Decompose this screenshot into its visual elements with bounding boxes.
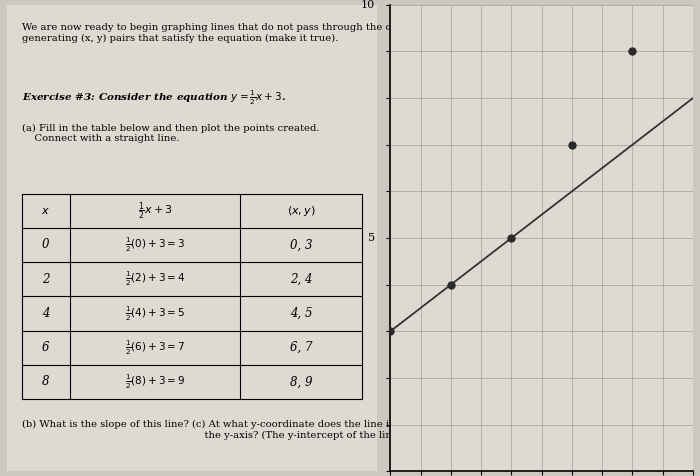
- Text: 8: 8: [42, 376, 50, 388]
- Text: 6, 7: 6, 7: [290, 341, 312, 354]
- Text: We are now ready to begin graphing lines that do not pass through the origin. We: We are now ready to begin graphing lines…: [22, 23, 511, 43]
- Text: (b) What is the slope of this line?: (b) What is the slope of this line?: [22, 420, 189, 429]
- Text: 4, 5: 4, 5: [290, 307, 312, 320]
- Text: 2, 4: 2, 4: [290, 273, 312, 286]
- Text: $\frac{1}{2}(8)+3=9$: $\frac{1}{2}(8)+3=9$: [125, 373, 186, 391]
- Text: 0, 3: 0, 3: [290, 238, 312, 251]
- Text: (a) Fill in the table below and then plot the points created.
    Connect with a: (a) Fill in the table below and then plo…: [22, 124, 319, 143]
- Text: 6: 6: [42, 341, 50, 354]
- Text: $\frac{1}{2}x+3$: $\frac{1}{2}x+3$: [138, 200, 172, 221]
- Text: $\frac{1}{2}(0)+3=3$: $\frac{1}{2}(0)+3=3$: [125, 236, 186, 254]
- Text: 2: 2: [42, 273, 50, 286]
- Text: 4: 4: [42, 307, 50, 320]
- Text: $\frac{1}{2}(6)+3=7$: $\frac{1}{2}(6)+3=7$: [125, 338, 186, 357]
- Text: Exercise #3: Consider the equation $y=\frac{1}{2}x+3$.: Exercise #3: Consider the equation $y=\f…: [22, 89, 286, 107]
- Text: $\frac{1}{2}(4)+3=5$: $\frac{1}{2}(4)+3=5$: [125, 304, 186, 323]
- Text: 8, 9: 8, 9: [290, 376, 312, 388]
- Text: $(x, y)$: $(x, y)$: [287, 204, 316, 218]
- FancyBboxPatch shape: [7, 5, 377, 471]
- Text: 5: 5: [368, 233, 375, 243]
- Text: $\frac{1}{2}(2)+3=4$: $\frac{1}{2}(2)+3=4$: [125, 270, 186, 288]
- Text: 0: 0: [42, 238, 50, 251]
- Text: 10: 10: [361, 0, 375, 10]
- Text: (c) At what y-coordinate does the line intersect
    the y-axis? (The y-intercep: (c) At what y-coordinate does the line i…: [192, 420, 431, 440]
- Text: $x$: $x$: [41, 206, 50, 216]
